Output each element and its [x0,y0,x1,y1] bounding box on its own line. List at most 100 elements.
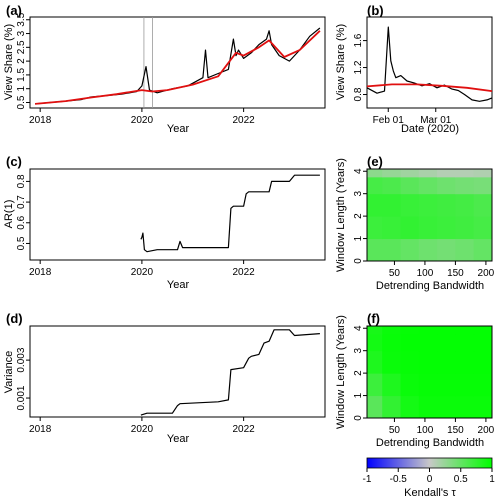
heatmap-f [367,326,493,419]
heatmap-cell-e [382,193,402,217]
x-tick-label-e: 50 [389,268,401,279]
heatmap-cell-f [455,333,475,352]
x-axis-label-b: Date (2020) [401,123,459,135]
heatmap-cell-e [437,176,456,195]
plot-marks-b [366,26,493,102]
colorbar-ticks: -1 -0.5 0 0.5 1 [363,468,495,485]
x-tick-label-a: 2020 [131,115,154,126]
y-tick-label-f: 4 [353,325,364,331]
y-tick-label-c: 0.8 [16,174,27,188]
heatmap-cell-e [382,176,402,195]
plot-marks-a [35,17,321,108]
heatmap-cell-e [400,238,420,262]
y-tick-label-a: 0.5 [16,95,27,109]
heatmap-cell-e [455,193,475,217]
colorbar-tick-label: 0.5 [454,474,468,485]
heatmap-cell-f [400,326,420,335]
y-tick-label-c: 0.5 [16,236,27,250]
heatmap-cell-e [473,216,493,240]
y-tick-label-b: 0.8 [353,87,364,101]
heatmap-cell-f [473,350,493,374]
x-tick-label-e: 200 [478,268,495,279]
heatmap-cell-f [473,326,493,335]
heatmap-cell-f [455,326,475,335]
heatmap-cell-f [473,333,493,352]
panel-label-b: (b) [367,3,384,18]
heatmap-cell-e [367,193,383,217]
x-axis-label-d: Year [167,433,190,445]
series-line-b-data [366,26,493,102]
heatmap-cell-e [400,176,420,195]
panel-label-f: (f) [367,311,380,326]
heatmap-cell-f [418,395,438,419]
heatmap-cell-e [382,216,402,240]
heatmap-cell-e [367,216,383,240]
y-tick-label-d: 0.003 [16,347,27,372]
colorbar-tick-label: -1 [363,474,372,485]
x-tick-label-f: 50 [389,425,401,436]
y-tick-label-a: 1 [16,85,27,91]
x-tick-label-f: 150 [447,425,464,436]
x-tick-label-a: 2018 [29,115,52,126]
heatmap-cell-f [455,395,475,419]
heatmap-cell-e [418,193,438,217]
panel-e: (e) 50 100 150 200 0 1 2 3 4 Window Length (Year… [335,154,495,292]
plot-frame-a [29,16,326,109]
y-axis-label-a: View Share (%) [3,24,15,100]
panel-label-e: (e) [367,154,383,169]
y-tick-label-e: 1 [353,235,364,241]
colorbar-tick-label: 1 [489,474,495,485]
y-tick-label-f: 2 [353,370,364,376]
heatmap-cell-e [473,238,493,262]
axis-ticks-d: 2018 2020 2022 0.001 0.003 [16,347,255,435]
x-tick-label-b: Mar 01 [420,115,452,126]
heatmap-e [367,169,493,262]
heatmap-cell-f [437,326,456,335]
series-line-a-data [35,27,321,105]
heatmap-cell-f [400,395,420,419]
y-axis-label-e: Window Length (Years) [335,158,347,272]
heatmap-cell-f [418,350,438,374]
heatmap-cell-f [382,373,402,397]
heatmap-cell-e [437,238,456,262]
axis-ticks-f: 50 100 150 200 0 1 2 3 4 [353,325,495,436]
heatmap-cell-e [455,216,475,240]
heatmap-cell-e [418,169,438,178]
series-line-c-ar1 [140,174,320,253]
heatmap-cell-f [367,333,383,352]
plot-frame-d [29,325,326,418]
y-axis-label-f: Window Length (Years) [335,315,347,429]
panel-a: (a) 2018 2020 2022 0.5 1 1.5 2 2.5 3 3.5 View Sha… [3,3,326,135]
panel-f: (f) 50 100 150 200 0 1 2 3 4 Window Length (Year… [335,311,495,449]
plot-marks-d [140,329,320,416]
heatmap-cell-e [382,238,402,262]
x-tick-label-c: 2020 [131,267,154,278]
x-tick-label-a: 2022 [232,115,255,126]
y-tick-label-a: 1.5 [16,68,27,82]
series-line-b-trend [366,83,493,92]
heatmap-cell-f [367,395,383,419]
x-tick-label-e: 150 [447,268,464,279]
heatmap-cell-f [418,373,438,397]
heatmap-cell-e [400,169,420,178]
heatmap-cell-e [437,216,456,240]
heatmap-cell-e [473,169,493,178]
y-tick-label-a: 3.5 [16,12,27,26]
axis-ticks-b: Feb 01 Mar 01 0.8 1.2 1.6 [353,33,452,126]
x-axis-label-f: Detrending Bandwidth [376,437,484,449]
y-tick-label-f: 1 [353,392,364,398]
colorbar-gradient [366,457,493,469]
heatmap-cell-f [400,350,420,374]
heatmap-cell-f [367,350,383,374]
y-tick-label-a: 2 [16,58,27,64]
y-tick-label-d: 0.001 [16,385,27,410]
x-tick-label-d: 2018 [29,424,52,435]
heatmap-cell-f [382,395,402,419]
axis-ticks-e: 50 100 150 200 0 1 2 3 4 [353,168,495,279]
y-tick-label-f: 3 [353,347,364,353]
x-axis-label-e: Detrending Bandwidth [376,280,484,292]
heatmap-cell-e [400,216,420,240]
plot-frame-e [366,168,493,262]
heatmap-cell-f [400,373,420,397]
